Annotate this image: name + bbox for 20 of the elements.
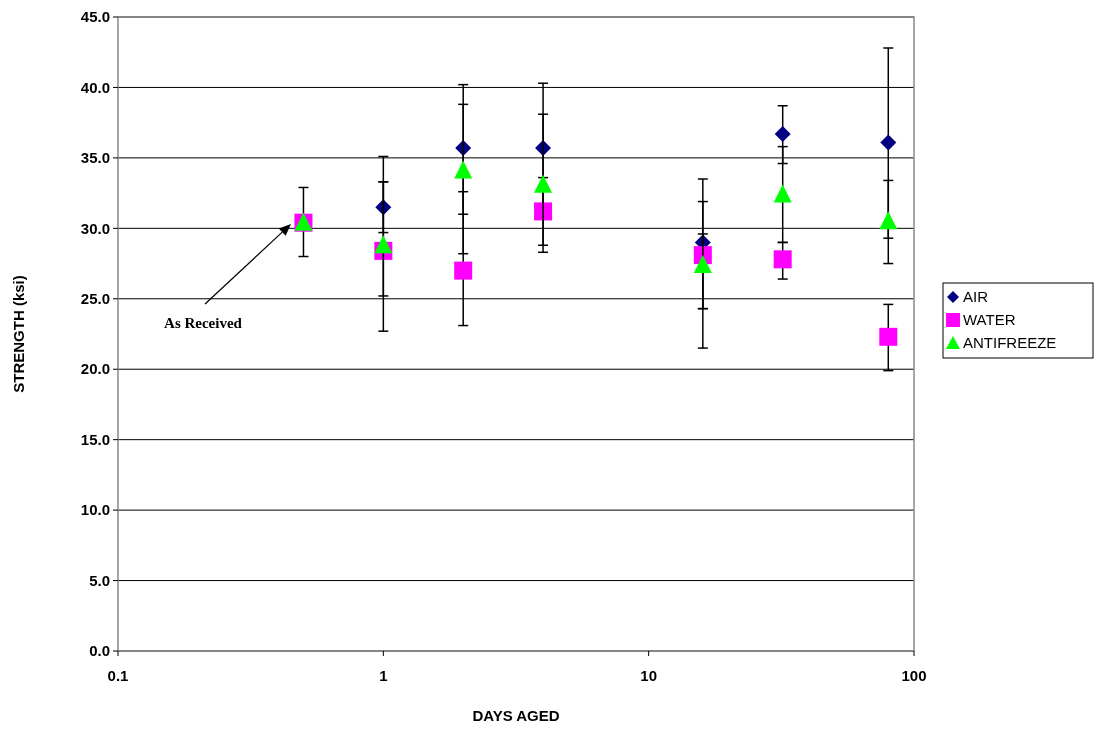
legend-label: AIR — [963, 288, 989, 306]
y-tick-label: 20.0 — [80, 360, 110, 378]
x-tick-label: 100 — [901, 667, 927, 684]
y-tick-label: 35.0 — [80, 149, 110, 167]
y-tick-label: 45.0 — [80, 8, 110, 26]
legend-label: WATER — [963, 311, 1016, 329]
y-tick-label: 30.0 — [80, 219, 110, 237]
x-tick-label: 10 — [640, 667, 658, 684]
y-axis-title: STRENGTH (ksi) — [10, 275, 27, 393]
y-tick-label: 10.0 — [80, 501, 110, 519]
y-tick-label: 25.0 — [80, 290, 110, 308]
y-tick-label: 40.0 — [80, 78, 110, 96]
x-axis-title: DAYS AGED — [472, 707, 560, 724]
x-tick-label: 1 — [379, 667, 388, 684]
x-tick-label: 0.1 — [107, 667, 129, 684]
y-tick-label: 0.0 — [89, 642, 110, 660]
legend-label: ANTIFREEZE — [963, 334, 1057, 352]
y-tick-label: 15.0 — [80, 430, 110, 448]
annotation: As Received — [164, 315, 243, 331]
y-tick-label: 5.0 — [89, 571, 110, 589]
